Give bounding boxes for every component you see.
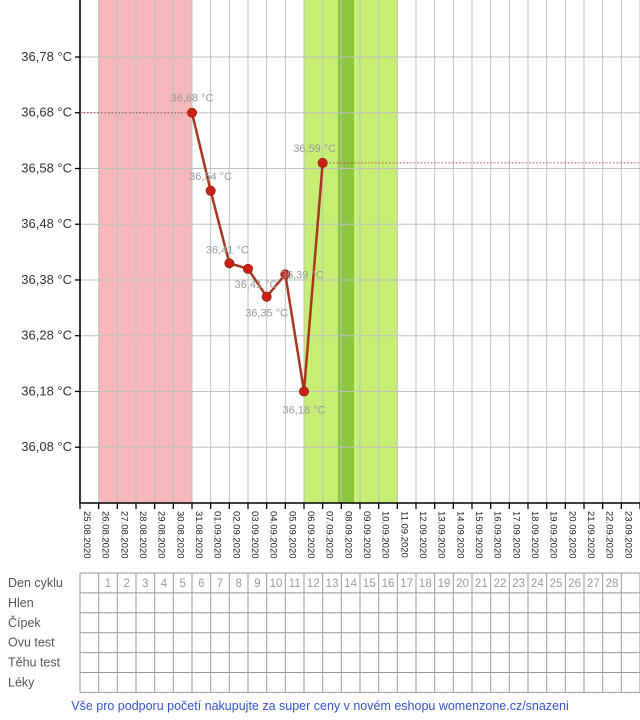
svg-text:10.09.2020: 10.09.2020 <box>380 511 391 559</box>
svg-text:21.09.2020: 21.09.2020 <box>585 511 596 559</box>
svg-text:13: 13 <box>326 578 339 590</box>
svg-text:5: 5 <box>179 578 185 590</box>
svg-text:16: 16 <box>382 578 395 590</box>
svg-text:19: 19 <box>438 578 451 590</box>
svg-text:4: 4 <box>161 578 168 590</box>
svg-text:2: 2 <box>123 578 129 590</box>
svg-text:11.09.2020: 11.09.2020 <box>398 511 409 558</box>
svg-text:24: 24 <box>531 578 544 590</box>
svg-text:16.09.2020: 16.09.2020 <box>492 511 503 559</box>
svg-text:36,48 °C: 36,48 °C <box>21 216 72 231</box>
svg-text:Ovu test: Ovu test <box>8 636 55 650</box>
svg-text:27: 27 <box>587 578 600 590</box>
svg-text:21: 21 <box>475 578 488 590</box>
svg-text:02.09.2020: 02.09.2020 <box>230 511 241 559</box>
svg-text:9: 9 <box>254 578 260 590</box>
svg-text:03.09.2020: 03.09.2020 <box>249 511 260 559</box>
svg-text:07.09.2020: 07.09.2020 <box>324 511 335 559</box>
svg-text:17.09.2020: 17.09.2020 <box>510 511 521 559</box>
svg-text:23: 23 <box>512 578 525 590</box>
svg-text:36,41 °C: 36,41 °C <box>235 279 278 291</box>
svg-text:36,18 °C: 36,18 °C <box>283 404 326 416</box>
svg-text:6: 6 <box>198 578 204 590</box>
svg-text:Čípek: Čípek <box>8 615 41 630</box>
svg-text:13.09.2020: 13.09.2020 <box>436 511 447 559</box>
svg-text:22: 22 <box>494 578 507 590</box>
svg-text:36,35 °C: 36,35 °C <box>245 308 288 320</box>
svg-text:27.08.2020: 27.08.2020 <box>118 511 129 559</box>
svg-text:11: 11 <box>289 578 301 590</box>
svg-text:30.08.2020: 30.08.2020 <box>174 511 185 559</box>
svg-text:1: 1 <box>105 578 111 590</box>
svg-text:36,58 °C: 36,58 °C <box>21 160 72 175</box>
svg-text:17: 17 <box>400 578 413 590</box>
svg-text:20: 20 <box>456 578 469 590</box>
svg-text:23.09.2020: 23.09.2020 <box>622 511 633 559</box>
svg-text:Den cyklu: Den cyklu <box>8 576 63 590</box>
svg-text:Hlen: Hlen <box>8 596 34 610</box>
svg-text:05.09.2020: 05.09.2020 <box>286 511 297 559</box>
svg-text:12.09.2020: 12.09.2020 <box>417 511 428 559</box>
svg-text:8: 8 <box>235 578 241 590</box>
svg-text:19.09.2020: 19.09.2020 <box>548 511 559 559</box>
svg-text:09.09.2020: 09.09.2020 <box>361 511 372 559</box>
svg-text:14: 14 <box>344 578 357 590</box>
svg-text:18: 18 <box>419 578 432 590</box>
svg-text:Léky: Léky <box>8 675 35 689</box>
svg-text:36,41 °C: 36,41 °C <box>206 244 249 256</box>
svg-text:36,68 °C: 36,68 °C <box>171 93 214 105</box>
svg-text:18.09.2020: 18.09.2020 <box>529 511 540 559</box>
svg-text:28.08.2020: 28.08.2020 <box>137 511 148 559</box>
svg-text:36,39 °C: 36,39 °C <box>281 269 324 281</box>
svg-text:Těhu test: Těhu test <box>8 656 61 670</box>
svg-text:22.09.2020: 22.09.2020 <box>604 511 615 559</box>
svg-text:26: 26 <box>568 578 581 590</box>
svg-text:Vše pro podporu početí nakupuj: Vše pro podporu početí nakupujte za supe… <box>71 699 569 713</box>
svg-text:26.08.2020: 26.08.2020 <box>100 511 111 559</box>
svg-text:12: 12 <box>307 578 320 590</box>
svg-text:25: 25 <box>550 578 563 590</box>
svg-text:01.09.2020: 01.09.2020 <box>212 511 223 559</box>
svg-text:36,68 °C: 36,68 °C <box>21 105 72 120</box>
svg-text:06.09.2020: 06.09.2020 <box>305 511 316 559</box>
svg-text:08.09.2020: 08.09.2020 <box>342 511 353 559</box>
svg-text:04.09.2020: 04.09.2020 <box>268 511 279 559</box>
svg-text:36,78 °C: 36,78 °C <box>21 49 72 64</box>
svg-text:14.09.2020: 14.09.2020 <box>454 511 465 559</box>
svg-text:15: 15 <box>363 578 376 590</box>
svg-text:15.09.2020: 15.09.2020 <box>473 511 484 559</box>
svg-text:25.08.2020: 25.08.2020 <box>81 511 92 559</box>
svg-text:7: 7 <box>217 578 223 590</box>
svg-text:3: 3 <box>142 578 148 590</box>
svg-text:36,54 °C: 36,54 °C <box>189 171 232 183</box>
svg-text:28: 28 <box>606 578 619 590</box>
svg-text:36,28 °C: 36,28 °C <box>21 328 72 343</box>
svg-text:29.08.2020: 29.08.2020 <box>156 511 167 559</box>
svg-text:20.09.2020: 20.09.2020 <box>566 511 577 559</box>
svg-text:36,59 °C: 36,59 °C <box>293 143 336 155</box>
svg-text:10: 10 <box>270 578 283 590</box>
svg-text:31.08.2020: 31.08.2020 <box>193 511 204 559</box>
svg-text:36,38 °C: 36,38 °C <box>21 272 72 287</box>
svg-text:36,08 °C: 36,08 °C <box>21 439 72 454</box>
svg-text:36,18 °C: 36,18 °C <box>21 383 72 398</box>
